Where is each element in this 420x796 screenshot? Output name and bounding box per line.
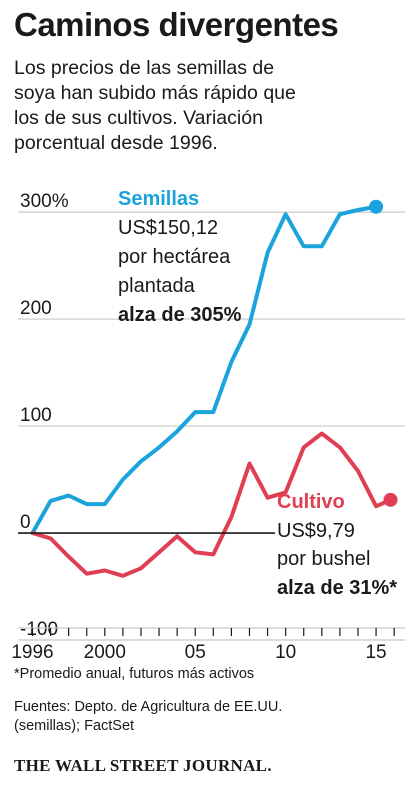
x-tick-label: 15 (365, 642, 386, 663)
source-line: Fuentes: Depto. de Agricultura de EE.UU. (14, 699, 283, 715)
subtitle-line: porcentual desde 1996. (14, 132, 218, 154)
chart-title: Caminos divergentes (14, 6, 339, 43)
publisher-logo: THE WALL STREET JOURNAL. (14, 756, 272, 775)
subtitle-line: los de sus cultivos. Variación (14, 107, 263, 129)
chart-subtitle: Los precios de las semillas de soya han … (14, 56, 414, 156)
series-endpoint-semillas (369, 199, 384, 214)
chart-notes: *Promedio anual, futuros más activos Fue… (14, 665, 282, 736)
annotation-semillas: US$150,12 (118, 217, 218, 239)
x-tick-label: 10 (275, 642, 296, 663)
x-tick-label: 2000 (84, 642, 126, 663)
series-label-cultivo: Cultivo (277, 491, 345, 513)
annotation-semillas-bold: alza de 305% (118, 304, 242, 326)
y-tick-label: -100 (20, 619, 58, 640)
subtitle-line: Los precios de las semillas de (14, 57, 275, 79)
annotation-semillas: por hectárea (118, 246, 231, 268)
series-endpoint-cultivo (383, 492, 398, 507)
series-line-semillas (30, 204, 379, 535)
subtitle-line: soya han subido más rápido que (14, 82, 296, 104)
footnote: *Promedio anual, futuros más activos (14, 666, 255, 682)
annotation-cultivo: US$9,79 (277, 520, 355, 542)
series-label-semillas: Semillas (118, 188, 199, 210)
x-tick-label: 05 (185, 642, 206, 663)
y-tick-label: 100 (20, 405, 52, 426)
y-tick-label: 300% (20, 191, 69, 212)
annotation-cultivo-bold: alza de 31%* (277, 577, 397, 599)
y-tick-label: 0 (20, 512, 31, 533)
annotation-cultivo: por bushel (277, 548, 370, 570)
series-line-cultivo (30, 431, 393, 578)
annotation-semillas: plantada (118, 275, 196, 297)
y-tick-label: 200 (20, 298, 52, 319)
source-line: (semillas); FactSet (14, 718, 135, 734)
x-tick-label: 1996 (11, 642, 53, 663)
